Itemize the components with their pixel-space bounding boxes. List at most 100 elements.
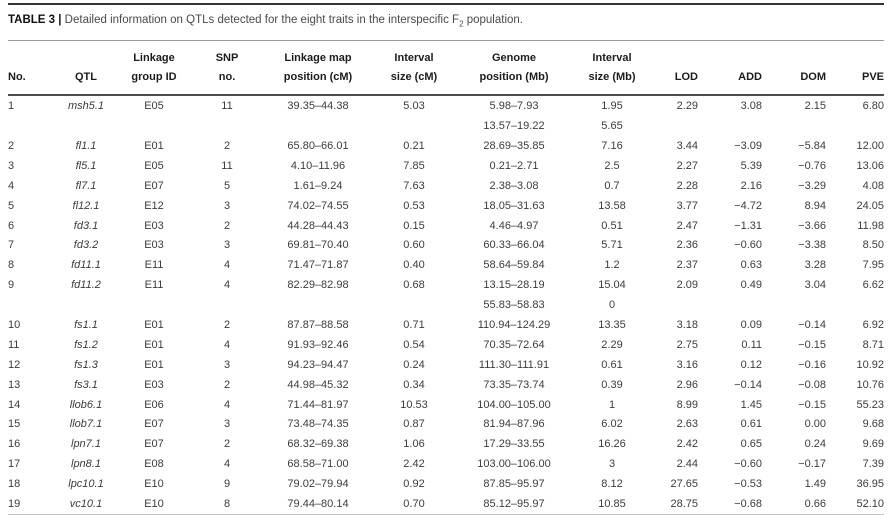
cell-genome-position: 2.38–3.08	[489, 179, 539, 192]
cell-add	[698, 295, 762, 315]
column-header-genome-position: Genome position (Mb)	[462, 41, 566, 97]
column-header-snp-no: SNP no.	[184, 41, 270, 97]
table-row: 14 llob6.1 E06 4 71.44–81.97 10.53 104.00–105.…	[8, 395, 884, 415]
cell-interval-size-cm: 0.68	[403, 279, 425, 292]
cell-lod: 28.75	[670, 498, 698, 511]
cell-linkage-map-position: 68.58–71.00	[287, 458, 349, 471]
cell-interval-size-cm: 1.06	[403, 438, 425, 451]
cell-dom	[762, 295, 826, 315]
cell-add: 0.63	[740, 259, 762, 272]
cell-interval-size-mb: 3	[608, 458, 616, 471]
cell-interval-size-mb: 1	[608, 398, 616, 411]
cell-qtl: lpn7.1	[71, 438, 101, 451]
cell-genome-position: 81.94–87.96	[483, 418, 545, 431]
cell-pve: 7.95	[862, 259, 884, 272]
table-caption: TABLE 3 | Detailed information on QTLs d…	[8, 5, 884, 40]
cell-dom: −0.08	[798, 378, 826, 391]
cell-dom: −0.16	[798, 358, 826, 371]
cell-qtl: lpc10.1	[68, 478, 104, 491]
column-header-interval-size-mb: Interval size (Mb)	[566, 41, 658, 97]
cell-interval-size-mb: 1.95	[601, 100, 623, 113]
cell-no: 8	[8, 259, 15, 272]
cell-lod: 2.29	[676, 100, 698, 113]
cell-add: 5.39	[740, 159, 762, 172]
cell-add: −1.31	[734, 219, 762, 232]
column-header-linkage-group-id: Linkage group ID	[124, 41, 184, 97]
header-row: No. QTL Linkage group ID SNP no. Linkage map…	[8, 41, 884, 97]
cell-interval-size-cm: 0.40	[403, 259, 425, 272]
cell-snp-no: 5	[223, 179, 231, 192]
cell-linkage-group-id: E07	[144, 438, 164, 451]
cell-pve: 6.80	[862, 100, 884, 113]
cell-snp-no: 8	[223, 498, 231, 511]
cell-linkage-group-id: E05	[144, 100, 164, 113]
cell-lod: 27.65	[670, 478, 698, 491]
cell-qtl: fl7.1	[75, 179, 97, 192]
cell-interval-size-mb: 0.39	[601, 378, 623, 391]
table-row: 13.57–19.22 5.65	[8, 116, 884, 136]
qtl-table: No. QTL Linkage group ID SNP no. Linkage map…	[8, 41, 884, 514]
cell-pve: 4.08	[862, 179, 884, 192]
cell-no: 16	[8, 438, 21, 451]
cell-linkage-group-id: E12	[144, 199, 164, 212]
table-label: TABLE 3 |	[8, 14, 62, 26]
table-body: 1 msh5.1 E05 11 39.35–44.38 5.03 5.98–7.93 1.95…	[8, 95, 884, 514]
cell-no: 4	[8, 179, 15, 192]
cell-snp-no: 4	[223, 398, 231, 411]
cell-dom: −3.66	[798, 219, 826, 232]
cell-interval-size-cm	[366, 295, 462, 315]
cell-qtl: fd11.1	[71, 259, 101, 272]
cell-interval-size-mb: 13.35	[598, 319, 626, 332]
cell-interval-size-mb: 0.7	[604, 179, 620, 192]
cell-pve: 52.10	[856, 498, 884, 511]
cell-no: 1	[8, 100, 15, 113]
cell-dom: 0.66	[804, 498, 826, 511]
cell-interval-size-cm: 0.34	[403, 378, 425, 391]
cell-dom: 1.49	[804, 478, 826, 491]
cell-pve: 36.95	[856, 478, 884, 491]
cell-lod: 2.42	[676, 438, 698, 451]
cell-linkage-map-position: 73.48–74.35	[287, 418, 349, 431]
cell-lod: 3.16	[676, 358, 698, 371]
cell-snp-no: 4	[223, 259, 231, 272]
cell-dom: −0.76	[798, 159, 826, 172]
cell-genome-position: 5.98–7.93	[489, 100, 539, 113]
cell-dom: 0.00	[804, 418, 826, 431]
cell-add: −0.14	[734, 378, 762, 391]
cell-pve	[826, 116, 884, 136]
column-header-add: ADD	[698, 41, 762, 97]
cell-linkage-group-id: E11	[144, 279, 164, 292]
cell-interval-size-cm: 0.70	[403, 498, 425, 511]
cell-linkage-map-position: 69.81–70.40	[287, 239, 349, 252]
cell-qtl: fl5.1	[75, 159, 97, 172]
cell-add: 0.61	[740, 418, 762, 431]
cell-lod	[658, 116, 698, 136]
cell-interval-size-cm: 7.63	[403, 179, 425, 192]
cell-linkage-map-position: 44.98–45.32	[287, 378, 349, 391]
cell-snp-no: 2	[223, 378, 231, 391]
cell-lod: 2.44	[676, 458, 698, 471]
cell-add: −0.60	[734, 458, 762, 471]
cell-interval-size-mb: 2.5	[604, 159, 620, 172]
cell-lod: 2.27	[676, 159, 698, 172]
cell-qtl: llob6.1	[69, 398, 103, 411]
cell-qtl: fs1.3	[74, 358, 98, 371]
cell-add: 0.09	[740, 319, 762, 332]
cell-qtl: fd11.2	[71, 279, 101, 292]
cell-qtl: fs1.2	[74, 338, 98, 351]
cell-no: 10	[8, 319, 21, 332]
cell-linkage-group-id: E01	[144, 358, 164, 371]
cell-linkage-group-id	[124, 116, 184, 136]
cell-linkage-map-position	[270, 295, 366, 315]
cell-lod: 2.28	[676, 179, 698, 192]
cell-linkage-map-position: 74.02–74.55	[287, 199, 349, 212]
cell-linkage-group-id: E03	[144, 219, 164, 232]
cell-no: 14	[8, 398, 21, 411]
cell-add: −3.09	[734, 140, 762, 153]
cell-no: 2	[8, 140, 15, 153]
cell-add: −0.60	[734, 239, 762, 252]
table-row: 3 fl5.1 E05 11 4.10–11.96 7.85 0.21–2.71 2.5 2.2…	[8, 156, 884, 176]
cell-qtl: vc10.1	[69, 498, 103, 511]
cell-add: −0.68	[734, 498, 762, 511]
